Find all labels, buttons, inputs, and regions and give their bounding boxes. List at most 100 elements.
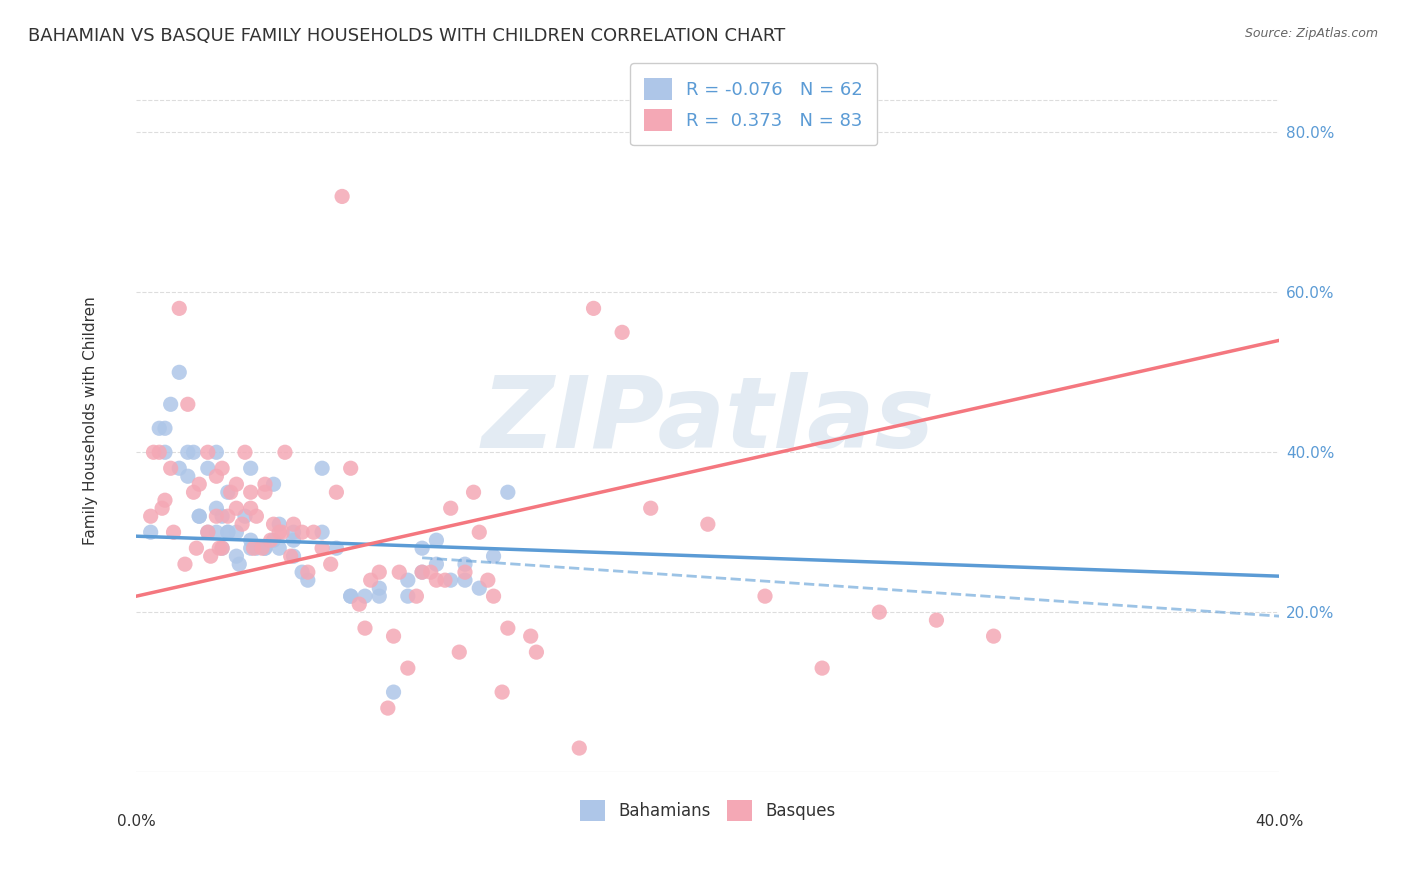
Point	[696, 517, 718, 532]
Point	[349, 597, 371, 611]
Point	[468, 581, 491, 595]
Point	[368, 589, 391, 603]
Point	[159, 397, 181, 411]
Point	[454, 565, 477, 579]
Point	[260, 533, 283, 548]
Point	[174, 557, 197, 571]
Point	[225, 525, 247, 540]
Point	[925, 613, 948, 627]
Point	[311, 461, 333, 475]
Point	[311, 525, 333, 540]
Point	[425, 557, 447, 571]
Point	[245, 541, 267, 556]
Point	[463, 485, 485, 500]
Text: ZIPatlas: ZIPatlas	[481, 372, 935, 469]
Point	[142, 445, 165, 459]
Point	[468, 525, 491, 540]
Point	[325, 485, 347, 500]
Point	[217, 525, 239, 540]
Point	[148, 445, 170, 459]
Point	[239, 461, 262, 475]
Point	[297, 565, 319, 579]
Point	[225, 549, 247, 564]
Point	[360, 573, 382, 587]
Point	[239, 485, 262, 500]
Point	[150, 501, 173, 516]
Point	[205, 525, 228, 540]
Point	[411, 565, 433, 579]
Point	[205, 469, 228, 483]
Point	[188, 509, 211, 524]
Point	[339, 589, 361, 603]
Point	[211, 541, 233, 556]
Point	[139, 525, 162, 540]
Point	[239, 533, 262, 548]
Point	[482, 589, 505, 603]
Point	[188, 509, 211, 524]
Point	[411, 541, 433, 556]
Point	[197, 525, 219, 540]
Point	[280, 549, 302, 564]
Point	[526, 645, 548, 659]
Point	[217, 509, 239, 524]
Point	[197, 445, 219, 459]
Point	[253, 477, 276, 491]
Point	[205, 445, 228, 459]
Point	[519, 629, 541, 643]
Point	[382, 685, 405, 699]
Point	[311, 541, 333, 556]
Point	[449, 645, 471, 659]
Point	[283, 549, 305, 564]
Point	[205, 509, 228, 524]
Point	[269, 517, 291, 532]
Point	[228, 557, 250, 571]
Point	[425, 573, 447, 587]
Point	[291, 525, 314, 540]
Point	[491, 685, 513, 699]
Point	[319, 557, 342, 571]
Point	[233, 509, 256, 524]
Point	[297, 573, 319, 587]
Point	[477, 573, 499, 587]
Point	[162, 525, 184, 540]
Point	[245, 509, 267, 524]
Point	[167, 301, 190, 316]
Point	[263, 517, 285, 532]
Point	[200, 549, 222, 564]
Point	[411, 565, 433, 579]
Point	[186, 541, 208, 556]
Text: 40.0%: 40.0%	[1256, 814, 1303, 830]
Point	[396, 573, 419, 587]
Point	[354, 589, 377, 603]
Point	[139, 509, 162, 524]
Text: Family Households with Children: Family Households with Children	[83, 296, 98, 545]
Point	[568, 741, 591, 756]
Point	[754, 589, 776, 603]
Point	[231, 517, 253, 532]
Point	[217, 485, 239, 500]
Point	[582, 301, 605, 316]
Point	[183, 445, 205, 459]
Point	[396, 661, 419, 675]
Point	[153, 493, 176, 508]
Point	[211, 541, 233, 556]
Point	[283, 525, 305, 540]
Point	[325, 541, 347, 556]
Point	[811, 661, 834, 675]
Point	[253, 541, 276, 556]
Point	[388, 565, 411, 579]
Point	[239, 541, 262, 556]
Point	[242, 541, 264, 556]
Point	[177, 397, 200, 411]
Point	[482, 549, 505, 564]
Point	[271, 525, 294, 540]
Point	[211, 509, 233, 524]
Point	[291, 565, 314, 579]
Point	[640, 501, 662, 516]
Point	[208, 541, 231, 556]
Point	[419, 565, 441, 579]
Point	[153, 421, 176, 435]
Point	[197, 525, 219, 540]
Text: Source: ZipAtlas.com: Source: ZipAtlas.com	[1244, 27, 1378, 40]
Point	[219, 485, 242, 500]
